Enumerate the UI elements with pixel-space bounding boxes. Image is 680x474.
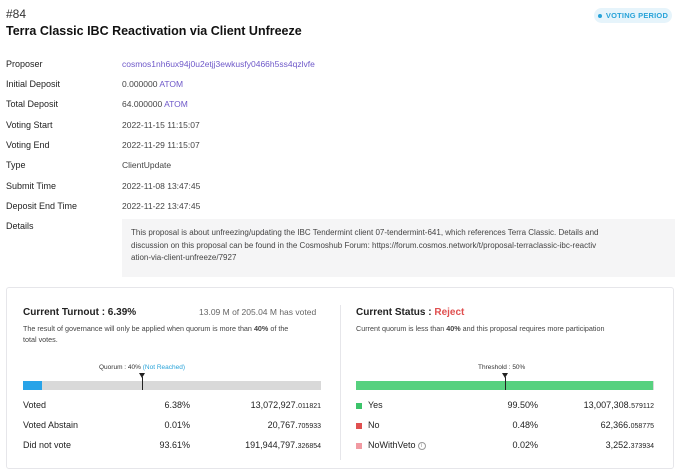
info-icon[interactable]: i xyxy=(417,441,426,450)
total-deposit-amount: 64.000000 xyxy=(122,99,163,109)
threshold-marker-icon xyxy=(502,373,508,378)
status-progress-fill xyxy=(356,381,653,390)
voting-end-label: Voting End xyxy=(6,140,50,150)
turnout-row-label: Did not vote xyxy=(23,440,72,450)
status-row-label: NoWithVeto i xyxy=(368,440,426,450)
quorum-status: (Not Reached) xyxy=(142,364,186,371)
voted-info: 13.09 M of 205.04 M has voted xyxy=(199,307,317,317)
amount-int: 191,944,797. xyxy=(245,440,298,450)
turnout-row-amount: 20,767.705933 xyxy=(170,420,321,430)
amount-dec: 326854 xyxy=(297,443,321,450)
description-line: This proposal is about unfreezing/updati… xyxy=(131,228,599,237)
proposal-title: Terra Classic IBC Reactivation via Clien… xyxy=(6,24,302,38)
submit-time-value: 2022-11-08 13:47:45 xyxy=(122,181,201,191)
initial-deposit-amount: 0.000000 xyxy=(122,79,158,89)
quorum-label: Quorum : 40% (Not Reached) xyxy=(99,364,185,371)
threshold-label: Threshold : 50% xyxy=(478,364,526,371)
quorum-label-text: Quorum : 40% xyxy=(99,364,141,371)
nowithveto-legend-icon xyxy=(356,443,362,449)
deposit-end-label: Deposit End Time xyxy=(6,201,78,211)
vote-panel xyxy=(6,287,674,469)
details-label: Details xyxy=(6,221,34,231)
status-row-amount: 62,366.058775 xyxy=(503,420,654,430)
description-box: This proposal is about unfreezing/updati… xyxy=(122,219,675,277)
turnout-note: The result of governance will only be ap… xyxy=(23,324,323,345)
amount-dec: 058775 xyxy=(630,423,654,430)
status-heading: Current Status : Reject xyxy=(356,307,464,318)
turnout-note-text: The result of governance will only be ap… xyxy=(23,324,254,333)
voting-start-label: Voting Start xyxy=(6,120,53,130)
status-note: Current quorum is less than 40% and this… xyxy=(356,324,666,335)
status-row-label: Yes xyxy=(368,400,383,410)
turnout-row-amount: 191,944,797.326854 xyxy=(170,440,321,450)
status-row-pct: 0.48% xyxy=(512,420,538,430)
status-row-amount: 13,007,308.579112 xyxy=(503,400,654,410)
status-row-label: No xyxy=(368,420,380,430)
type-value: ClientUpdate xyxy=(122,160,172,170)
turnout-row-label: Voted Abstain xyxy=(23,420,79,430)
proposer-link[interactable]: cosmos1nh6ux94j0u2etjj3ewkusfy0466h5ss4q… xyxy=(122,59,315,69)
amount-dec: 705933 xyxy=(297,423,321,430)
status-badge: VOTING PERIOD xyxy=(594,8,672,23)
threshold-marker-line xyxy=(505,377,506,390)
no-legend-icon xyxy=(356,423,362,429)
proposer-label: Proposer xyxy=(6,59,43,69)
amount-dec: 579112 xyxy=(631,403,654,410)
turnout-note-text-end: of the xyxy=(268,324,289,333)
panel-divider xyxy=(340,305,341,460)
status-heading-value: Reject xyxy=(434,307,465,318)
amount-dec: 373934 xyxy=(630,443,654,450)
turnout-row-pct: 0.01% xyxy=(164,420,190,430)
turnout-note-line2: total votes. xyxy=(23,334,58,344)
amount-int: 3,252. xyxy=(605,440,631,450)
initial-deposit-unit: ATOM xyxy=(159,79,184,89)
status-dot-icon xyxy=(597,13,602,18)
amount-int: 20,767. xyxy=(267,420,298,430)
yes-legend-icon xyxy=(356,403,362,409)
initial-deposit-value: 0.000000 ATOM xyxy=(122,79,183,89)
status-note-text: Current quorum is less than xyxy=(356,324,447,333)
status-note-quorum: 40% xyxy=(446,324,461,333)
turnout-progress-fill xyxy=(23,381,43,390)
submit-time-label: Submit Time xyxy=(6,181,57,191)
deposit-end-value: 2022-11-22 13:47:45 xyxy=(122,201,201,211)
amount-dec: 011821 xyxy=(298,403,321,410)
turnout-row-label: Voted xyxy=(23,400,47,410)
nowithveto-label: NoWithVeto xyxy=(368,440,416,450)
status-badge-label: VOTING PERIOD xyxy=(605,11,669,20)
total-deposit-label: Total Deposit xyxy=(6,99,59,109)
voting-start-value: 2022-11-15 11:15:07 xyxy=(122,120,200,130)
turnout-heading: Current Turnout : 6.39% xyxy=(23,307,137,318)
type-label: Type xyxy=(6,160,26,170)
turnout-row-amount: 13,072,927.011821 xyxy=(170,400,321,410)
status-row-pct: 0.02% xyxy=(512,440,538,450)
description-line: discussion on this proposal can be found… xyxy=(131,240,597,250)
initial-deposit-label: Initial Deposit xyxy=(6,79,61,89)
amount-int: 62,366. xyxy=(600,420,631,430)
status-heading-prefix: Current Status : xyxy=(356,307,435,318)
status-row-amount: 3,252.373934 xyxy=(503,440,654,450)
turnout-progress-bar xyxy=(23,381,321,390)
total-deposit-value: 64.000000 ATOM xyxy=(122,99,188,109)
quorum-marker-icon xyxy=(139,373,146,378)
description-line: ation-via-client-unfreeze/7927 xyxy=(131,253,237,262)
turnout-row-pct: 93.61% xyxy=(159,440,190,450)
quorum-marker-line xyxy=(142,377,144,390)
voting-end-value: 2022-11-29 11:15:07 xyxy=(122,140,200,150)
turnout-note-quorum: 40% xyxy=(253,324,269,333)
proposal-id: #84 xyxy=(6,7,27,21)
turnout-row-pct: 6.38% xyxy=(164,400,190,410)
amount-int: 13,072,927. xyxy=(250,400,299,410)
amount-int: 13,007,308. xyxy=(583,400,632,410)
total-deposit-unit: ATOM xyxy=(164,99,188,109)
status-row-pct: 99.50% xyxy=(507,400,538,410)
status-note-text-end: and this proposal requires more particip… xyxy=(460,324,605,333)
